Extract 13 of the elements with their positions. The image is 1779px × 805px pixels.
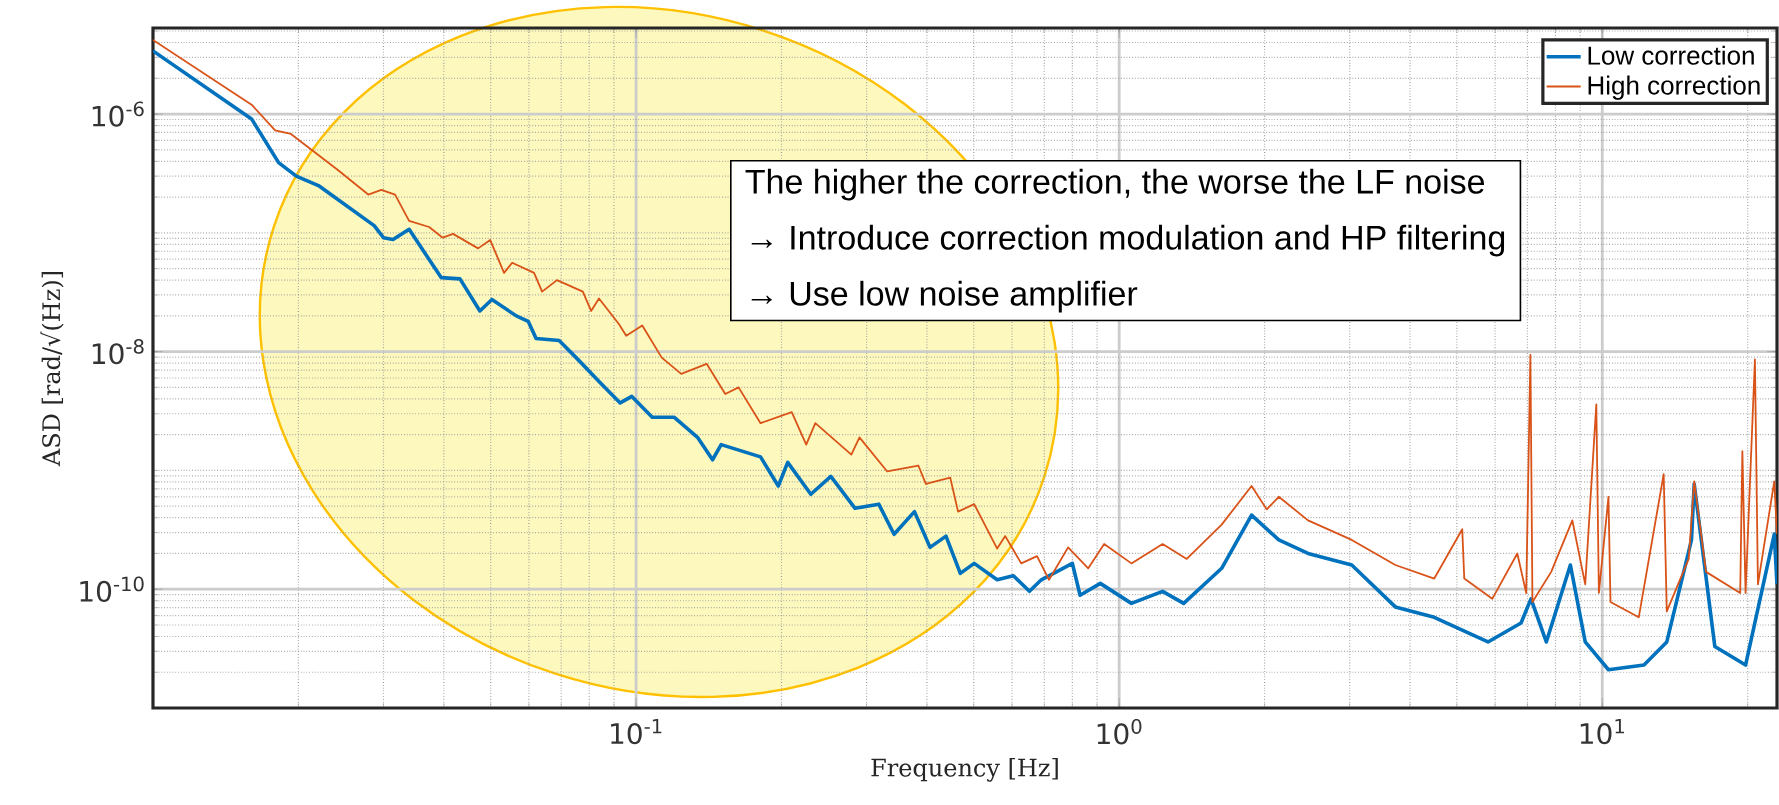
x-axis-title: Frequency [Hz] <box>871 758 1058 782</box>
x-tick-label: 10$^{0}$ <box>1097 719 1142 745</box>
y-axis-title: ASD [rad/√(Hz)] <box>40 272 64 467</box>
annotation: → Introduce correction modulation and HP filtering <box>751 224 1505 257</box>
annotation: → Use low noise amplifier <box>751 280 1138 313</box>
y-tick-label: 10$^{-6}$ <box>92 101 144 127</box>
x-tick-label: 10$^{1}$ <box>1580 719 1625 745</box>
legend-label: Low correction <box>1588 45 1754 65</box>
x-tick-label: 10$^{-1}$ <box>611 719 662 745</box>
y-tick-label: 10$^{-10}$ <box>80 576 144 602</box>
legend-label: High correction <box>1588 75 1760 100</box>
annotation: The higher the correction, the worse the LF noise <box>745 168 1485 201</box>
y-tick-label: 10$^{-8}$ <box>92 338 144 365</box>
